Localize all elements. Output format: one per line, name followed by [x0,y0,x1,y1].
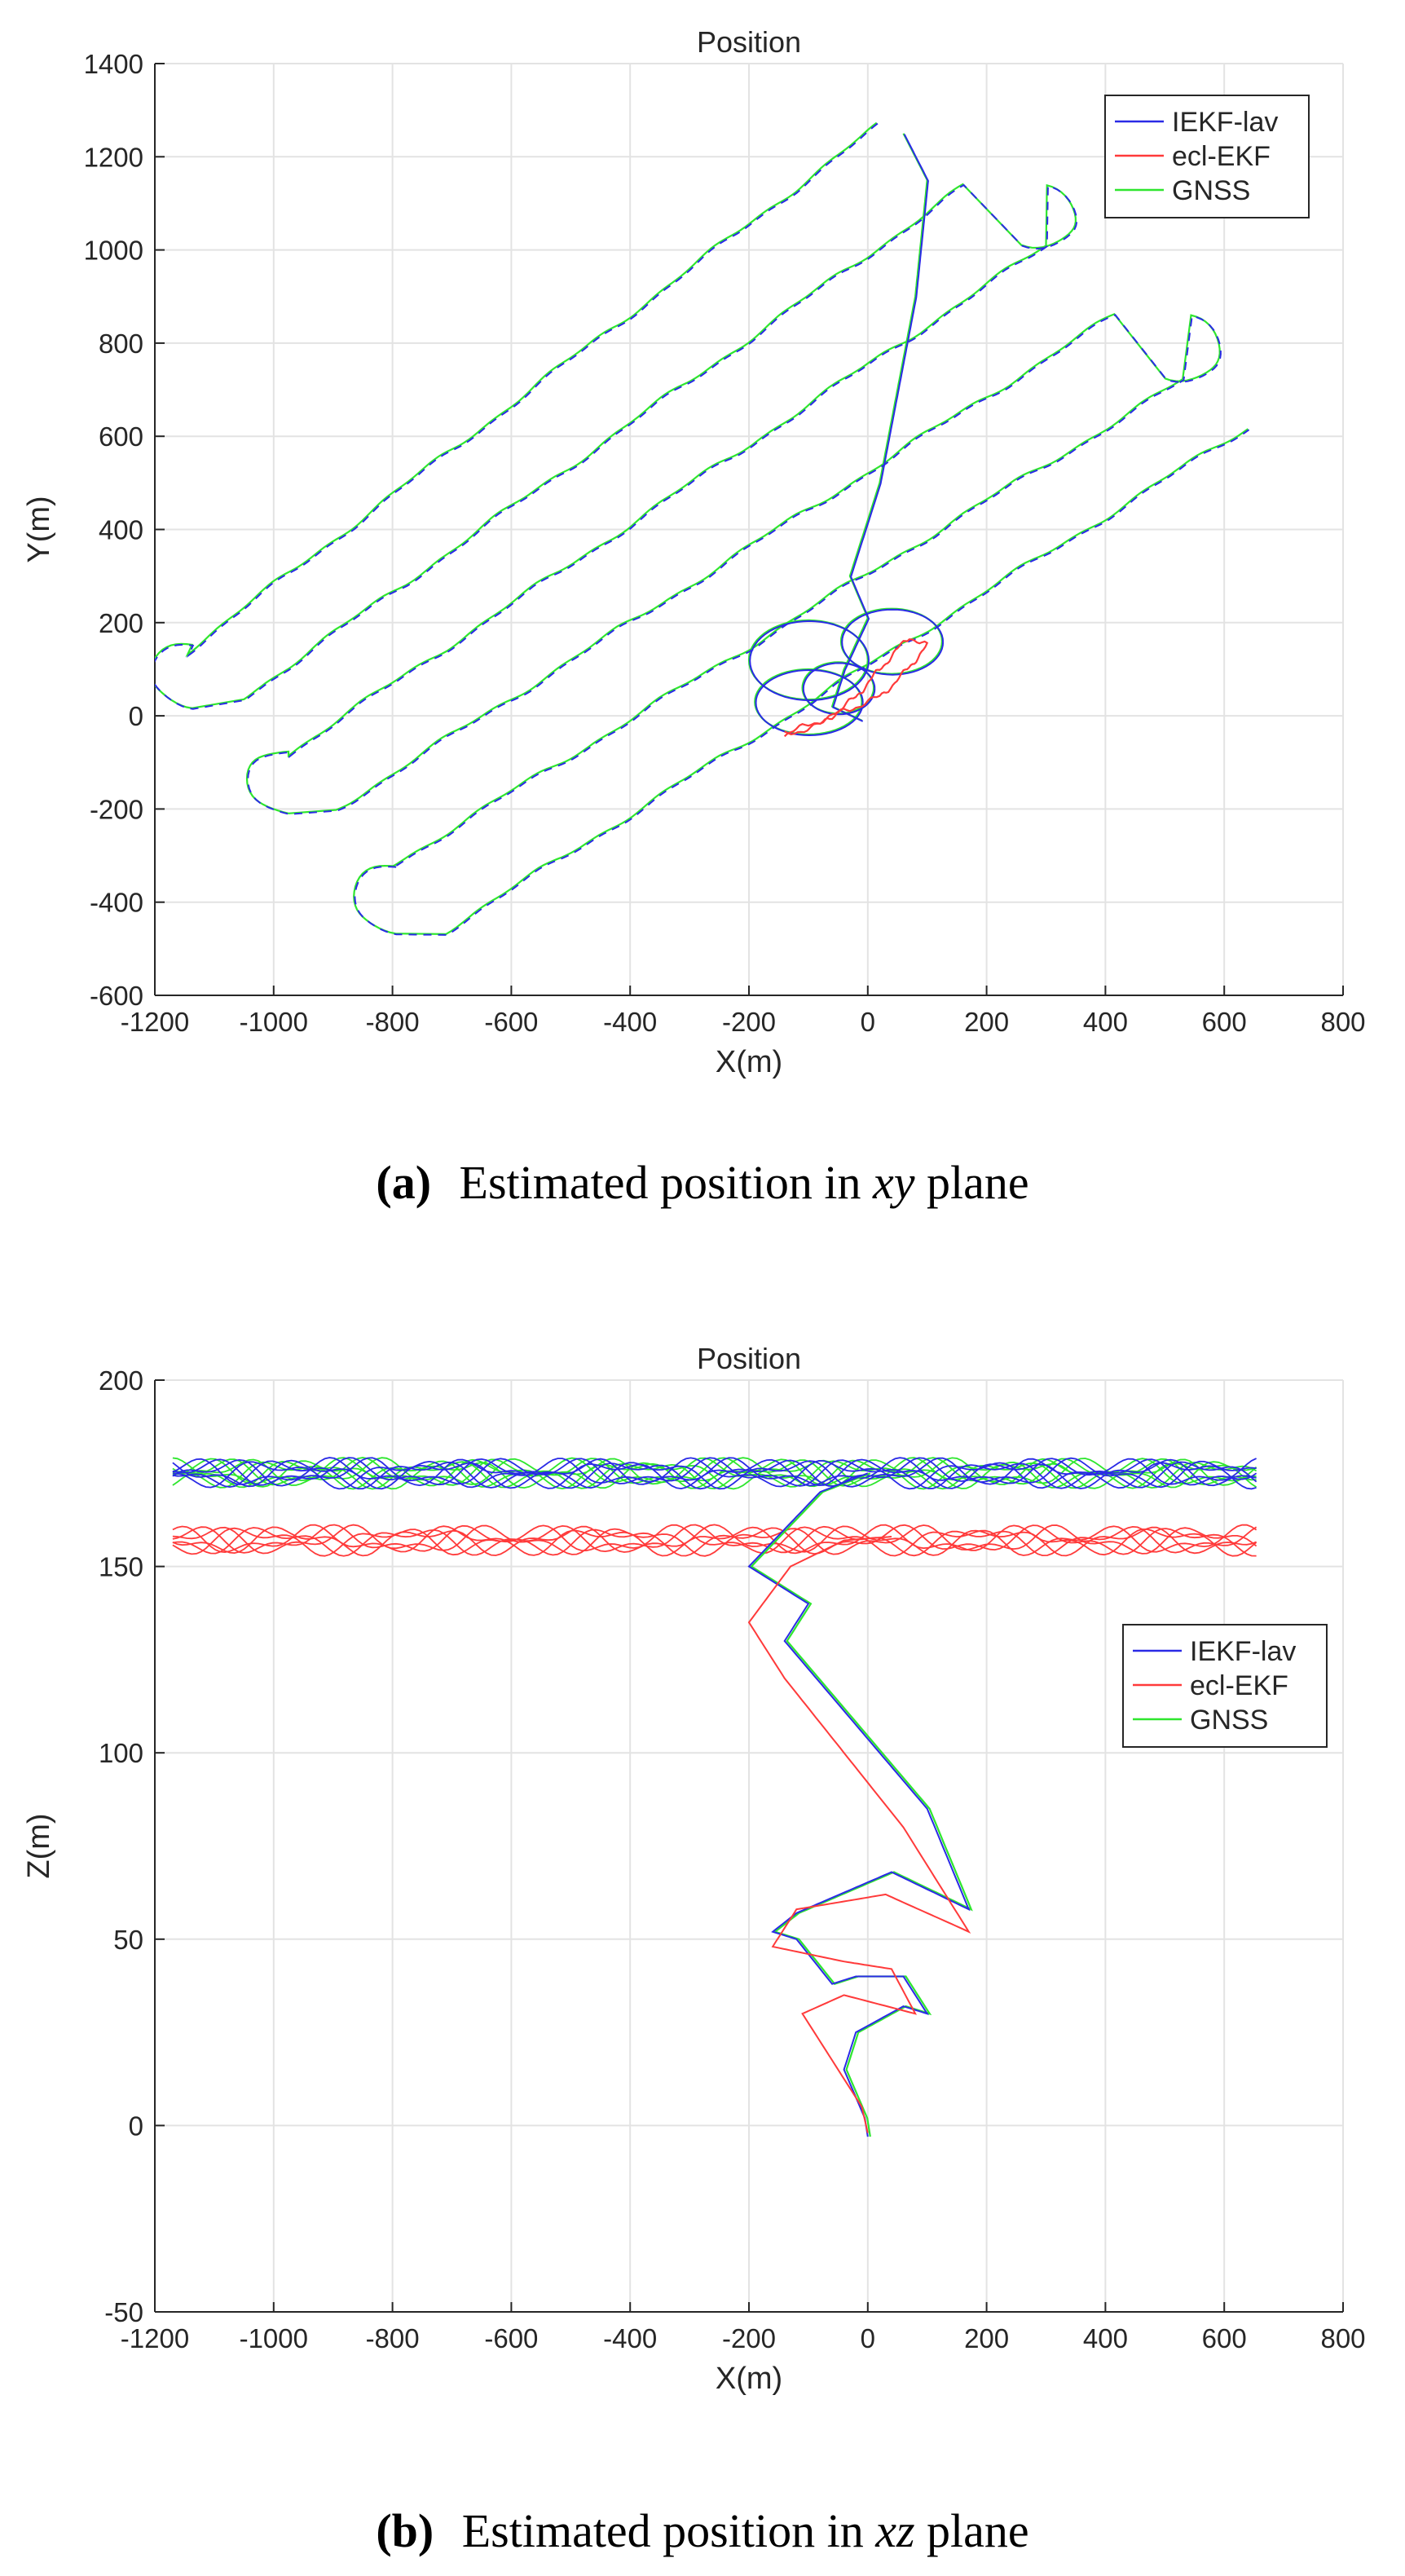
series-gnss-cruise [172,1457,1257,1490]
y-axis-label: Y(m) [22,496,56,562]
y-tick-label: 1000 [84,236,143,266]
x-tick-label: -400 [603,1007,657,1037]
x-tick-label: 600 [1202,2323,1247,2353]
x-tick-label: -800 [366,2323,420,2353]
series-iekf-cruise [172,1457,1257,1490]
caption-b-var: xz [874,2504,914,2557]
caption-b-text: Estimated position in [462,2504,875,2557]
x-tick-label: 200 [964,1007,1009,1037]
trace-group-xz [172,1457,1257,2137]
y-tick-label: 150 [99,1552,143,1582]
y-tick-label: -600 [90,981,143,1011]
series-ekf-cruise [172,1524,1257,1557]
x-tick-label: -1000 [240,2323,308,2353]
y-tick-label: 0 [129,701,143,731]
legend-label-gnss: GNSS [1190,1705,1268,1736]
series-iekf-loop [841,608,945,676]
x-tick-label: -800 [366,1007,420,1037]
series-iekf-cruise [172,1457,1257,1490]
x-tick-label: -1200 [121,1007,189,1037]
x-tick-label: 200 [964,2323,1009,2353]
series-gnss-cruise [172,1457,1257,1490]
legend-label-ekf: ecl-EKF [1172,141,1271,172]
caption-a-var: xy [872,1156,915,1209]
y-tick-label: 200 [99,608,143,638]
y-tick-label: -200 [90,794,143,824]
series-iekf-loop [749,620,870,702]
y-tick-label: 50 [113,1925,143,1955]
y-tick-label: 600 [99,421,143,452]
series-iekf-cruise [172,1457,1257,1490]
series-ekf-cruise [172,1524,1257,1557]
x-tick-label: -600 [484,1007,538,1037]
y-tick-label: 0 [129,2111,143,2141]
series-iekf-loop [755,668,864,737]
y-tick-label: 400 [99,515,143,545]
series-iekf-cruise [172,1457,1257,1490]
series-ekf-local [783,638,929,738]
caption-a-tail: plane [927,1156,1029,1209]
x-tick-label: 800 [1320,1007,1365,1037]
caption-a: (a) Estimated position in xy plane [376,1156,1028,1209]
y-tick-label: 1200 [84,142,143,172]
x-tick-label: -400 [603,2323,657,2353]
x-tick-label: -1200 [121,2323,189,2353]
series-gnss-cruise [172,1457,1257,1490]
x-tick-label: -600 [484,2323,538,2353]
y-tick-label: -400 [90,888,143,918]
chart-title: Position [697,1342,801,1375]
x-tick-label: 800 [1320,2323,1365,2353]
caption-a-text: Estimated position in [460,1156,873,1209]
x-tick-label: 400 [1083,2323,1128,2353]
y-tick-label: 100 [99,1738,143,1768]
caption-b-tail: plane [927,2504,1029,2557]
y-tick-label: 1400 [84,49,143,79]
legend-label-ekf: ecl-EKF [1190,1670,1288,1701]
caption-b: (b) Estimated position in xz plane [376,2504,1028,2557]
series-iekf-climb [747,1472,971,2137]
chart-panel-xz: -1200 -1000 -800 -600 -400 -200 0 200 400 600 800 -… [22,1342,1366,2396]
caption-a-label: (a) [376,1156,431,1209]
x-tick-label: -1000 [240,1007,308,1037]
legend-label-iekf: IEKF-lav [1172,107,1278,138]
y-tick-label: 800 [99,329,143,359]
y-tick-label: 200 [99,1365,143,1396]
chart-panel-xy: -1200 -1000 -800 -600 -400 -200 0 200 400 600 800 -… [22,25,1366,1079]
y-axis-label: Z(m) [22,1813,56,1878]
x-axis-label: X(m) [716,2362,782,2396]
x-tick-label: 0 [861,2323,875,2353]
x-tick-label: -200 [722,1007,776,1037]
series-iekf-survey [155,122,1250,936]
chart-title: Position [697,25,801,59]
x-tick-label: 600 [1202,1007,1247,1037]
x-tick-label: 400 [1083,1007,1128,1037]
legend-label-iekf: IEKF-lav [1190,1636,1296,1667]
series-iekf-loop [802,662,876,716]
grid-lines [154,63,1344,996]
x-axis-label: X(m) [716,1045,782,1079]
legend-label-gnss: GNSS [1172,175,1250,206]
series-ekf-climb [747,1536,971,2133]
y-tick-label: -50 [104,2297,143,2327]
caption-b-label: (b) [376,2504,434,2557]
trace-group-xy [155,121,1250,936]
x-tick-label: -200 [722,2323,776,2353]
series-ekf-cruise [172,1524,1257,1557]
x-tick-label: 0 [861,1007,875,1037]
